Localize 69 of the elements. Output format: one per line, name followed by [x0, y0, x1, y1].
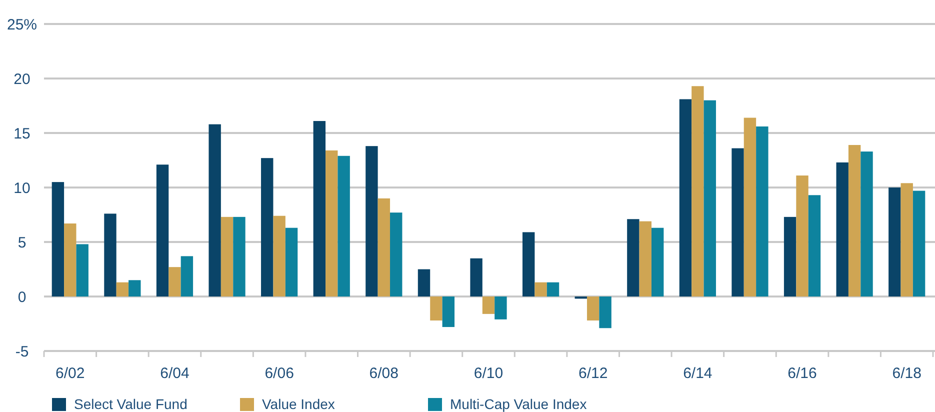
bar — [64, 223, 76, 296]
bar — [390, 212, 402, 296]
bar — [156, 164, 169, 296]
x-tick-label: 6/16 — [788, 365, 817, 382]
bar — [338, 156, 350, 296]
bar — [76, 244, 88, 296]
y-tick-label: 10 — [14, 180, 30, 197]
bar — [522, 232, 535, 296]
bar — [534, 282, 547, 296]
bar — [128, 280, 141, 296]
bar — [627, 219, 640, 296]
bar — [326, 150, 338, 296]
x-tick-label: 6/06 — [264, 365, 294, 382]
legend-label: Value Index — [262, 396, 335, 412]
y-tick-label: 25% — [6, 16, 38, 34]
bar — [116, 282, 129, 296]
y-tick-label: 15 — [14, 125, 30, 142]
x-tick-label: 6/04 — [160, 365, 190, 382]
bar — [378, 198, 390, 296]
bar — [888, 188, 901, 296]
legend-label: Multi-Cap Value Index — [450, 396, 587, 412]
bar — [494, 296, 507, 320]
bar — [900, 183, 913, 296]
x-tick-label: 6/08 — [369, 365, 399, 382]
bar — [366, 146, 378, 296]
bar — [808, 195, 821, 296]
bar — [704, 100, 716, 296]
bar — [599, 296, 612, 328]
bar — [796, 176, 808, 296]
bar — [756, 126, 768, 296]
bar — [651, 228, 664, 296]
x-tick-label: 6/18 — [892, 365, 922, 382]
bar — [104, 214, 116, 296]
bar — [313, 121, 326, 296]
legend-label: Select Value Fund — [74, 396, 188, 412]
bar — [679, 99, 692, 296]
bar — [732, 148, 744, 296]
bar — [418, 269, 430, 296]
bar — [285, 228, 298, 296]
bar — [208, 124, 221, 296]
bar — [220, 216, 234, 296]
bar — [273, 216, 286, 296]
x-tick-label: 6/12 — [578, 365, 608, 382]
bar — [430, 296, 442, 320]
bar — [639, 221, 652, 296]
bar — [784, 216, 796, 296]
y-tick-label: 5 — [18, 234, 26, 252]
bar — [860, 152, 873, 296]
y-tick-label: 0 — [18, 288, 26, 306]
bar — [180, 256, 194, 296]
x-tick-label: 6/10 — [474, 365, 504, 382]
bar — [261, 158, 274, 296]
x-tick-label: 6/02 — [56, 365, 85, 382]
bar — [546, 282, 560, 296]
bar — [470, 258, 482, 296]
bar — [442, 296, 455, 328]
bar — [586, 296, 600, 320]
bar — [168, 267, 181, 296]
bar — [848, 144, 861, 296]
bar — [692, 86, 704, 296]
bar — [482, 296, 495, 314]
bar — [233, 216, 246, 296]
x-tick-label: 6/14 — [683, 365, 712, 382]
bar — [744, 118, 756, 296]
y-tick-label: 20 — [14, 70, 30, 88]
bar — [912, 190, 926, 296]
bar — [52, 182, 64, 296]
bar — [836, 162, 848, 296]
y-tick-label: -5 — [15, 343, 29, 360]
